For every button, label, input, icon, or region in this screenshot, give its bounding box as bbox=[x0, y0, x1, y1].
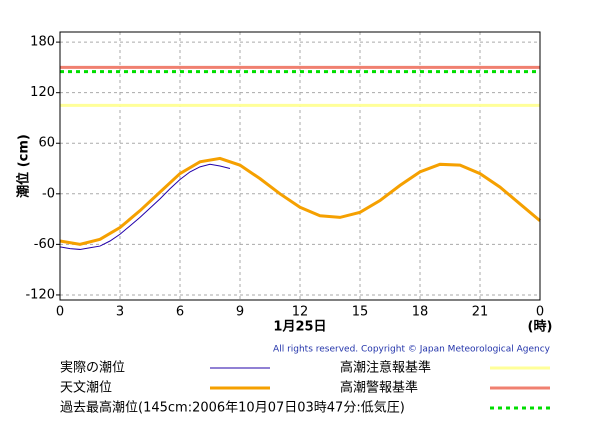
y-tick-label: 180 bbox=[30, 35, 55, 50]
y-tick-label: -0 bbox=[42, 186, 55, 201]
x-tick-label: 0 bbox=[536, 305, 544, 320]
copyright: All rights reserved. Copyright © Japan M… bbox=[273, 345, 551, 355]
x-tick-label: 9 bbox=[236, 305, 244, 320]
legend-label: 高潮警報基準 bbox=[340, 380, 418, 396]
legend-label: 高潮注意報基準 bbox=[340, 360, 431, 376]
x-axis-label: 1月25日 bbox=[273, 320, 326, 335]
legend-label: 天文潮位 bbox=[60, 381, 112, 396]
y-tick-label: -120 bbox=[25, 287, 55, 302]
x-tick-label: 15 bbox=[352, 305, 369, 320]
y-axis-label: 潮位 (cm) bbox=[16, 134, 32, 198]
x-unit: (時) bbox=[528, 319, 553, 335]
series-line bbox=[59, 156, 541, 246]
x-tick-label: 21 bbox=[472, 305, 489, 320]
x-tick-label: 0 bbox=[56, 305, 64, 320]
legend-label: 過去最高潮位(145cm:2006年10月07日03時47分:低気圧) bbox=[60, 400, 405, 416]
y-tick-label: 120 bbox=[30, 85, 55, 100]
y-tick-label: -60 bbox=[34, 237, 55, 252]
plot-border bbox=[59, 31, 541, 301]
x-tick-label: 3 bbox=[116, 305, 124, 320]
series-line bbox=[59, 163, 231, 250]
legend-label: 実際の潮位 bbox=[60, 360, 125, 376]
x-tick-label: 12 bbox=[292, 305, 309, 320]
x-tick-label: 18 bbox=[412, 305, 429, 320]
x-tick-label: 6 bbox=[176, 305, 184, 320]
y-tick-label: 60 bbox=[38, 136, 55, 151]
